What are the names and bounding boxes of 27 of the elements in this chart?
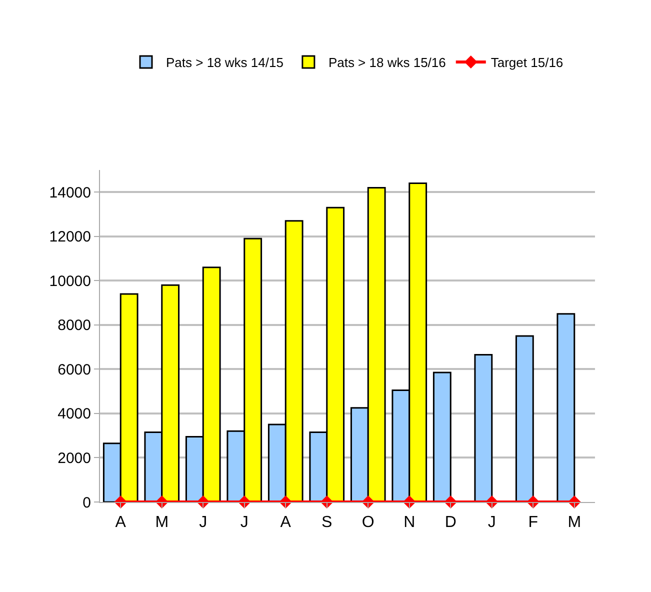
- x-tick-label: A: [280, 514, 292, 532]
- x-tick-label: F: [528, 514, 538, 532]
- y-tick-label: 8000: [58, 317, 91, 334]
- x-tick-label: J: [199, 514, 208, 532]
- x-tick-label: O: [362, 514, 374, 532]
- legend-label: Pats > 18 wks 15/16: [328, 55, 446, 70]
- y-tick-label: 14000: [49, 184, 91, 202]
- bar: [474, 354, 493, 502]
- x-tick-label: A: [115, 514, 126, 532]
- x-tick-label: D: [444, 514, 456, 532]
- x-tick-label: S: [322, 514, 332, 532]
- y-tick-label: 10000: [49, 272, 91, 290]
- y-tick-label: 12000: [49, 228, 91, 246]
- bar: [432, 372, 452, 502]
- y-tick-label: 0: [82, 494, 91, 512]
- x-tick-label: M: [155, 514, 169, 532]
- x-tick-label: J: [488, 514, 496, 532]
- legend-label: Pats > 18 wks 14/15: [166, 55, 284, 70]
- legend-label: Target 15/16: [490, 55, 564, 70]
- x-tick-label: J: [240, 514, 248, 532]
- y-tick-label: 2000: [58, 450, 91, 467]
- y-tick-label: 6000: [58, 361, 91, 378]
- x-tick-label: N: [404, 514, 416, 532]
- bar: [556, 313, 576, 502]
- y-tick-label: 4000: [58, 406, 91, 423]
- x-tick-label: M: [568, 514, 582, 532]
- bar: [515, 335, 534, 502]
